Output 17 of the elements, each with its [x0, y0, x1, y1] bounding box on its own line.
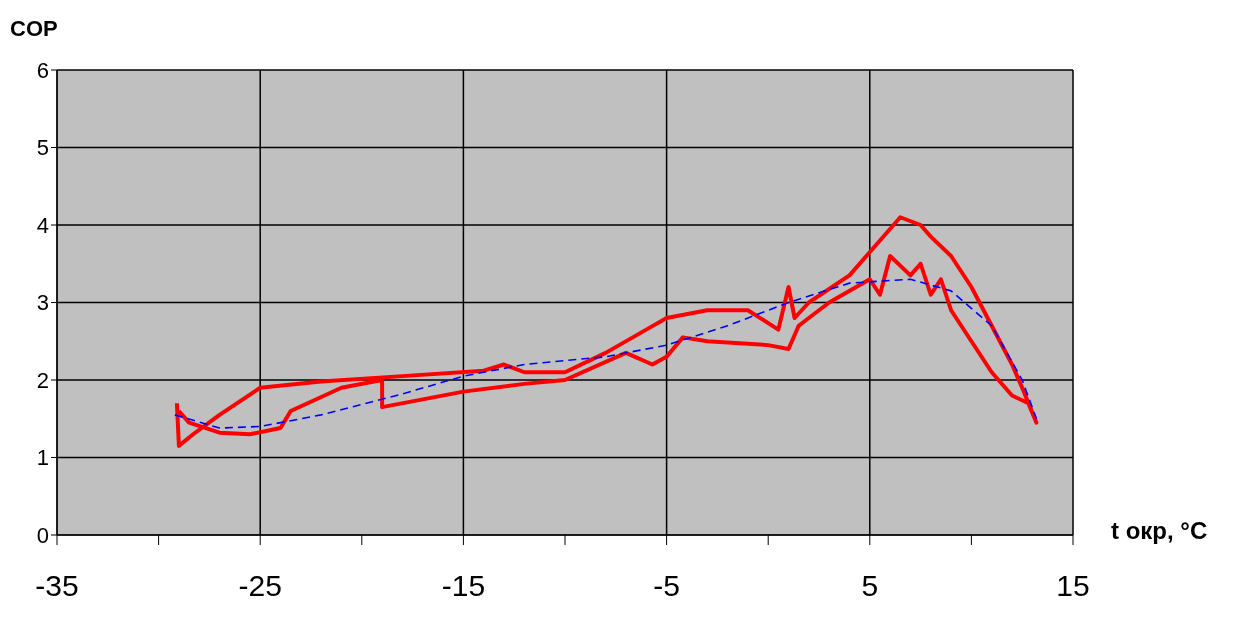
line-series — [174, 278, 1038, 429]
y-tick-label: 4 — [36, 212, 49, 238]
y-tick-label: 6 — [36, 57, 49, 83]
y-tick-label: 2 — [36, 367, 49, 393]
x-axis-title: t окр, °C — [1111, 517, 1208, 545]
y-tick-label: 5 — [36, 135, 49, 161]
y-axis-title: COP — [10, 16, 58, 42]
x-tick-label: 15 — [1056, 569, 1090, 603]
line-series — [174, 215, 1039, 448]
y-tick-label: 0 — [36, 522, 49, 548]
x-tick-label: -15 — [441, 569, 486, 603]
x-tick-label: -25 — [238, 569, 282, 603]
x-tick-label: -5 — [653, 569, 680, 603]
x-tick-label: -35 — [35, 569, 79, 603]
y-tick-label: 3 — [36, 290, 49, 316]
x-tick-label: 5 — [861, 569, 879, 603]
y-tick-label: 1 — [36, 445, 49, 471]
